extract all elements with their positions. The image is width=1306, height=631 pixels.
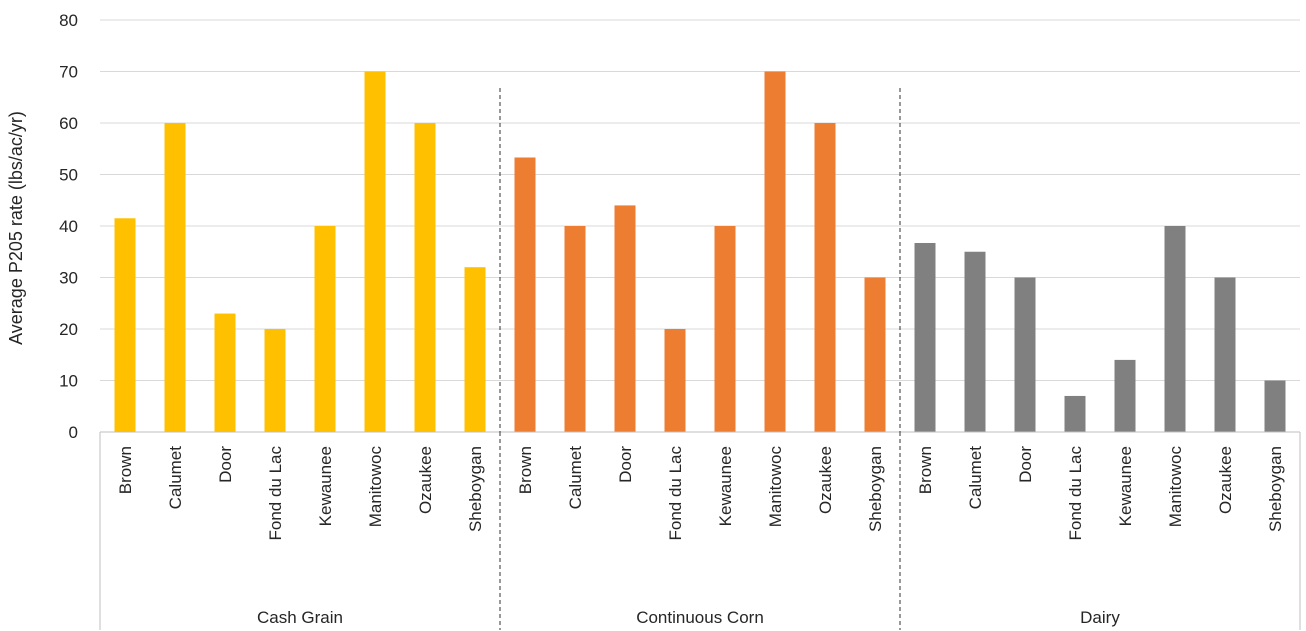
bar bbox=[464, 267, 486, 432]
category-label: Calumet bbox=[566, 446, 585, 510]
y-tick-label: 0 bbox=[69, 423, 78, 442]
bar bbox=[714, 226, 736, 432]
y-tick-label: 50 bbox=[59, 166, 78, 185]
group-label: Continuous Corn bbox=[636, 608, 764, 627]
bar bbox=[364, 71, 386, 432]
category-label: Manitowoc bbox=[366, 446, 385, 528]
category-label: Calumet bbox=[966, 446, 985, 510]
y-axis-title: Average P205 rate (lbs/ac/yr) bbox=[6, 111, 26, 345]
category-label: Door bbox=[216, 446, 235, 483]
category-label: Brown bbox=[116, 446, 135, 494]
bar bbox=[114, 218, 136, 432]
category-label: Fond du Lac bbox=[1066, 446, 1085, 541]
category-label: Kewaunee bbox=[716, 446, 735, 526]
category-label: Sheboygan bbox=[866, 446, 885, 532]
group-label: Cash Grain bbox=[257, 608, 343, 627]
bar bbox=[914, 242, 936, 432]
bar bbox=[414, 123, 436, 432]
category-label: Calumet bbox=[166, 446, 185, 510]
y-tick-labels: 0 10 20 30 40 50 60 70 80 bbox=[59, 11, 78, 442]
category-label: Fond du Lac bbox=[266, 446, 285, 541]
bar bbox=[1264, 380, 1286, 432]
y-tick-label: 30 bbox=[59, 269, 78, 288]
bar bbox=[1164, 226, 1186, 432]
category-label: Ozaukee bbox=[416, 446, 435, 514]
bar bbox=[614, 205, 636, 432]
bar bbox=[664, 329, 686, 432]
bar bbox=[1214, 277, 1236, 432]
gridlines bbox=[100, 19, 1300, 381]
category-label: Manitowoc bbox=[1166, 446, 1185, 528]
group-labels: Cash Grain Continuous Corn Dairy bbox=[257, 608, 1120, 627]
bar bbox=[564, 226, 586, 432]
category-label: Kewaunee bbox=[1116, 446, 1135, 526]
bar bbox=[864, 277, 886, 432]
category-label: Brown bbox=[516, 446, 535, 494]
category-label: Kewaunee bbox=[316, 446, 335, 526]
bar bbox=[764, 71, 786, 432]
y-tick-label: 40 bbox=[59, 217, 78, 236]
bars bbox=[114, 71, 1286, 432]
category-label: Brown bbox=[916, 446, 935, 494]
category-label: Sheboygan bbox=[1266, 446, 1285, 532]
y-tick-label: 10 bbox=[59, 372, 78, 391]
bar bbox=[1014, 277, 1036, 432]
category-label: Ozaukee bbox=[1216, 446, 1235, 514]
bar bbox=[1064, 395, 1086, 432]
y-tick-label: 20 bbox=[59, 320, 78, 339]
category-label: Door bbox=[1016, 446, 1035, 483]
y-tick-label: 70 bbox=[59, 63, 78, 82]
bar bbox=[314, 226, 336, 432]
category-label: Ozaukee bbox=[816, 446, 835, 514]
bar bbox=[264, 329, 286, 432]
bar bbox=[514, 157, 536, 432]
category-labels: Brown Calumet Door Fond du Lac Kewaunee Manit… bbox=[116, 446, 1285, 541]
group-label: Dairy bbox=[1080, 608, 1120, 627]
category-axis-frame bbox=[99, 88, 1301, 630]
y-tick-label: 80 bbox=[59, 11, 78, 30]
bar bbox=[164, 123, 186, 432]
category-label: Door bbox=[616, 446, 635, 483]
bar bbox=[214, 313, 236, 432]
bar bbox=[1114, 359, 1136, 432]
category-label: Fond du Lac bbox=[666, 446, 685, 541]
bar bbox=[964, 251, 986, 432]
category-label: Sheboygan bbox=[466, 446, 485, 532]
y-tick-label: 60 bbox=[59, 114, 78, 133]
category-label: Manitowoc bbox=[766, 446, 785, 528]
bar bbox=[814, 123, 836, 432]
